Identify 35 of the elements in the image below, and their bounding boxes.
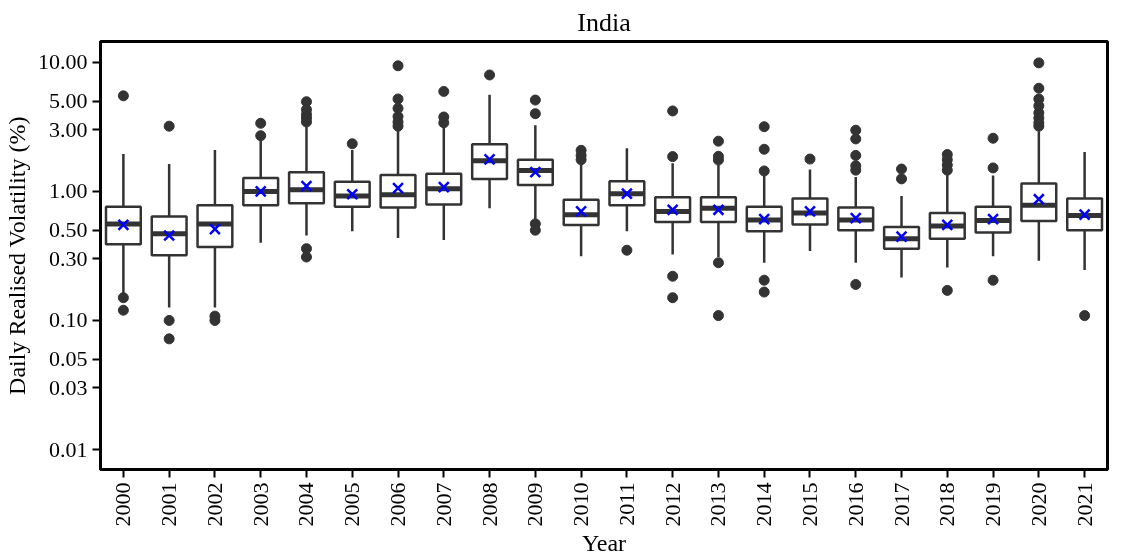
x-tick-label: 2003 (247, 482, 273, 527)
y-tick-label: 0.10 (49, 307, 88, 333)
y-tick-label: 0.30 (49, 245, 88, 271)
x-tick-label: 2001 (156, 482, 182, 527)
x-tick-label: 2014 (751, 482, 777, 527)
x-tick-label: 2015 (796, 482, 822, 527)
y-tick-label: 3.00 (49, 116, 88, 142)
y-axis-title: Daily Realised Volatility (%) (4, 116, 30, 395)
y-tick-label: 10.00 (38, 49, 88, 75)
x-tick-label: 2017 (888, 482, 914, 527)
x-tick-label: 2011 (613, 482, 639, 526)
x-tick-label: 2016 (842, 482, 868, 527)
x-tick-label: 2012 (659, 482, 685, 527)
x-tick-label: 2021 (1071, 482, 1097, 527)
x-tick-label: 2010 (568, 482, 594, 527)
x-axis-title: Year (581, 529, 627, 556)
y-tick-label: 5.00 (49, 88, 88, 114)
y-tick-label: 0.03 (49, 374, 88, 400)
x-tick-label: 2020 (1025, 482, 1051, 527)
y-tick-label: 1.00 (49, 178, 88, 204)
y-tick-label: 0.50 (49, 217, 88, 243)
x-tick-label: 2004 (293, 482, 319, 527)
chart-title: India (577, 7, 632, 37)
x-tick-label: 2000 (110, 482, 136, 527)
x-tick-label: 2008 (476, 482, 502, 527)
x-tick-label: 2006 (385, 482, 411, 527)
x-tick-label: 2013 (705, 482, 731, 527)
x-tick-label: 2019 (980, 482, 1006, 527)
x-tick-label: 2007 (430, 482, 456, 527)
x-tick-label: 2018 (934, 482, 960, 527)
x-tick-label: 2009 (522, 482, 548, 527)
y-tick-label: 0.05 (49, 346, 88, 372)
y-tick-label: 0.01 (49, 436, 88, 462)
x-tick-label: 2002 (201, 482, 227, 527)
x-tick-label: 2005 (339, 482, 365, 527)
